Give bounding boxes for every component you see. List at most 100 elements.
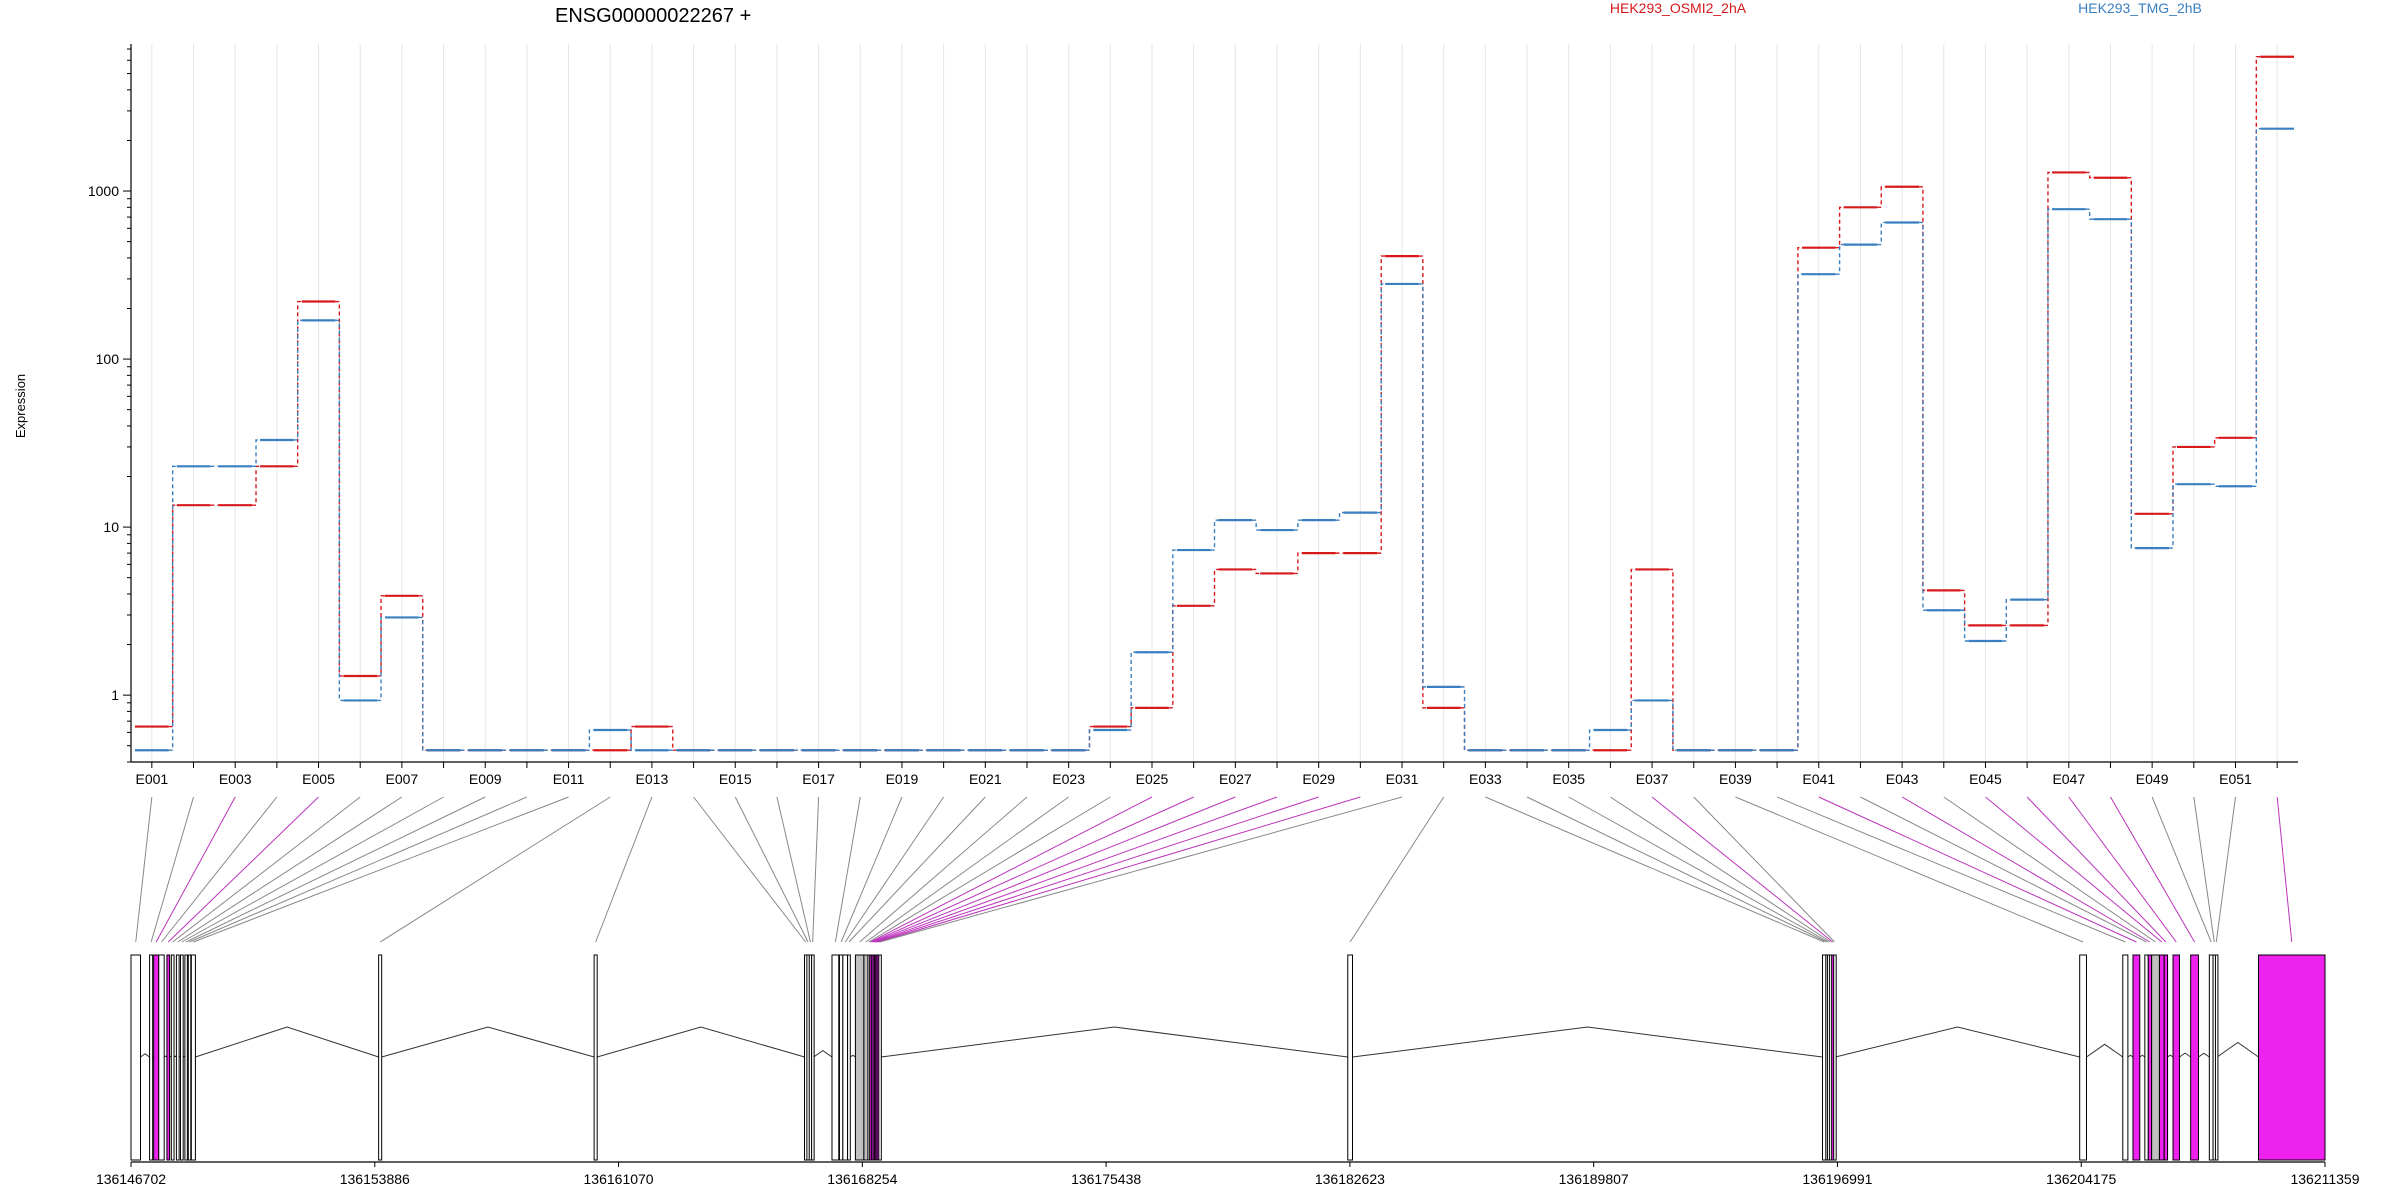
series-connector [168, 504, 177, 728]
exon-link [870, 796, 1153, 943]
intron [813, 1049, 833, 1058]
exon-link [1776, 796, 2126, 943]
series-connector [1877, 186, 1886, 209]
exon-e033 [1821, 954, 1827, 1161]
exon-link [150, 796, 194, 943]
exon-e044 [2151, 954, 2160, 1161]
series-2 [135, 127, 2294, 752]
exon-e022 [854, 954, 865, 1161]
x-tick-label: E007 [386, 771, 419, 787]
exon-link [2276, 796, 2293, 943]
series-connector [335, 300, 344, 677]
intron [195, 1026, 379, 1058]
series-connector [2043, 208, 2052, 601]
x-tick-label: E031 [1386, 771, 1419, 787]
series-connector [252, 439, 261, 468]
exon-e040 [2122, 954, 2129, 1161]
series-connector [293, 300, 302, 468]
exon-link [871, 796, 1194, 943]
exon-e043 [2147, 954, 2153, 1161]
intron [2167, 1054, 2174, 1058]
y-tick-label: 10 [103, 519, 119, 535]
series-connector [377, 616, 386, 702]
exon-link [2215, 796, 2236, 943]
exon-e047 [2172, 954, 2180, 1161]
y-axis-label: Expression [13, 374, 28, 438]
exon-e012 [378, 954, 383, 1161]
y-tick-label: 100 [96, 351, 120, 367]
exon-link [1651, 796, 1833, 943]
genomic-tick-label: 136146702 [96, 1171, 166, 1187]
exon-link [181, 796, 444, 943]
exon-link [840, 796, 903, 943]
series-connector [1460, 707, 1469, 751]
series-connector [627, 725, 636, 751]
exon-link [193, 796, 569, 943]
exon-link [868, 796, 1111, 943]
series-connector [1127, 707, 1136, 728]
series-connector [1918, 221, 1927, 611]
x-tick-label: E005 [302, 771, 335, 787]
exon-link [848, 796, 986, 943]
intron [1835, 1026, 2080, 1058]
series-connector [1835, 243, 1844, 275]
genomic-tick-label: 136211359 [2290, 1171, 2359, 1187]
series-connector [1252, 519, 1261, 531]
exon-link [1860, 796, 2147, 943]
exon-link [844, 796, 945, 943]
intron [2179, 1052, 2191, 1058]
exon-e019 [838, 954, 844, 1161]
series-connector [2168, 446, 2177, 515]
intron [880, 1026, 1348, 1058]
exon-link [834, 796, 861, 943]
x-tick-label: E027 [1219, 771, 1252, 787]
series-connector [1960, 589, 1969, 627]
intron [850, 1054, 856, 1058]
series-connector [2168, 483, 2177, 549]
series-connector [1418, 283, 1427, 688]
exon-e032 [1347, 954, 1354, 1161]
series-connector [1377, 283, 1386, 514]
genomic-tick-label: 136204175 [2046, 1171, 2116, 1187]
x-tick-label: E051 [2219, 771, 2252, 787]
x-tick-label: E023 [1052, 771, 1085, 787]
exon-link [1818, 796, 2137, 943]
intron [597, 1026, 805, 1058]
series-connector [418, 616, 427, 751]
series-connector [2002, 598, 2011, 642]
x-tick-label: E021 [969, 771, 1002, 787]
genomic-tick-label: 136196991 [1802, 1171, 1872, 1187]
y-tick-label: 1000 [88, 183, 119, 199]
exon-link [1943, 796, 2156, 943]
series-connector [2085, 208, 2094, 220]
exon-link [185, 796, 486, 943]
series-connector [418, 595, 427, 751]
exon-e018 [831, 954, 840, 1161]
series-connector [1210, 519, 1219, 551]
exon-link [734, 796, 809, 943]
series-connector [1835, 206, 1844, 249]
intron [140, 1053, 150, 1058]
series-connector [1668, 568, 1677, 751]
exon-link [595, 796, 653, 943]
x-tick-label: E019 [886, 771, 919, 787]
exon-e002 [149, 954, 154, 1161]
exon-link [859, 796, 1028, 943]
exon-e045 [2158, 954, 2165, 1161]
series-connector [2127, 177, 2136, 515]
x-tick-label: E041 [1802, 771, 1835, 787]
x-tick-label: E049 [2136, 771, 2169, 787]
exon-link [1901, 796, 2151, 943]
series-connector [1127, 651, 1136, 731]
genomic-tick-label: 136175438 [1071, 1171, 1141, 1187]
exon-link [2068, 796, 2177, 943]
y-axis: 1 10 100 1000 [88, 44, 132, 763]
exon-e013 [593, 954, 598, 1161]
exon-link [1568, 796, 1829, 943]
x-tick-label: E039 [1719, 771, 1752, 787]
exon-link [1985, 796, 2163, 943]
exon-e003 [153, 954, 160, 1161]
x-tick-label: E011 [553, 771, 585, 787]
x-tick-label: E043 [1886, 771, 1919, 787]
series-connector [252, 465, 261, 506]
